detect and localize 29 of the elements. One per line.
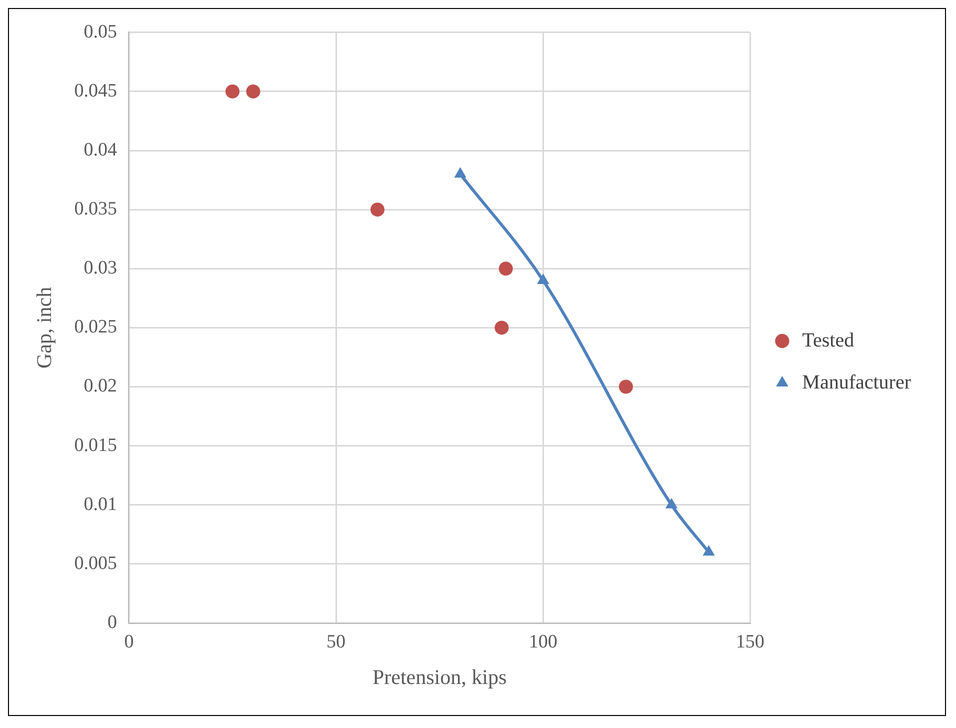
y-tick-label: 0.04 xyxy=(84,140,118,161)
point xyxy=(454,167,466,178)
y-tick-label: 0.015 xyxy=(74,434,117,456)
point xyxy=(537,273,550,284)
x-tick-label: 50 xyxy=(326,631,346,652)
y-tick-label: 0.05 xyxy=(84,21,117,42)
y-axis-title: Gap, inch xyxy=(32,286,56,369)
y-tick-label: 0.045 xyxy=(74,80,117,102)
x-tick-label: 100 xyxy=(528,631,558,652)
y-tick-label: 0.02 xyxy=(84,376,117,397)
x-tick-label: 150 xyxy=(736,631,764,652)
y-tick-label: 0 xyxy=(107,612,117,633)
y-tick-label: 0.03 xyxy=(84,258,117,279)
y-tick-label: 0.025 xyxy=(74,316,117,338)
legend-label: Tested xyxy=(802,329,854,352)
x-axis-title: Pretension, kips xyxy=(372,664,507,689)
y-tick-label: 0.005 xyxy=(74,552,117,574)
x-tick-label: 0 xyxy=(124,631,134,652)
y-tick-label: 0.035 xyxy=(74,198,117,220)
y-tick-label: 0.01 xyxy=(84,494,117,515)
point xyxy=(618,380,633,394)
point xyxy=(494,320,509,335)
point xyxy=(702,545,715,556)
point xyxy=(370,202,384,217)
point xyxy=(498,262,513,276)
point xyxy=(665,498,678,508)
point xyxy=(246,84,260,98)
legend-label: Manufacturer xyxy=(802,371,912,394)
point xyxy=(225,84,240,98)
